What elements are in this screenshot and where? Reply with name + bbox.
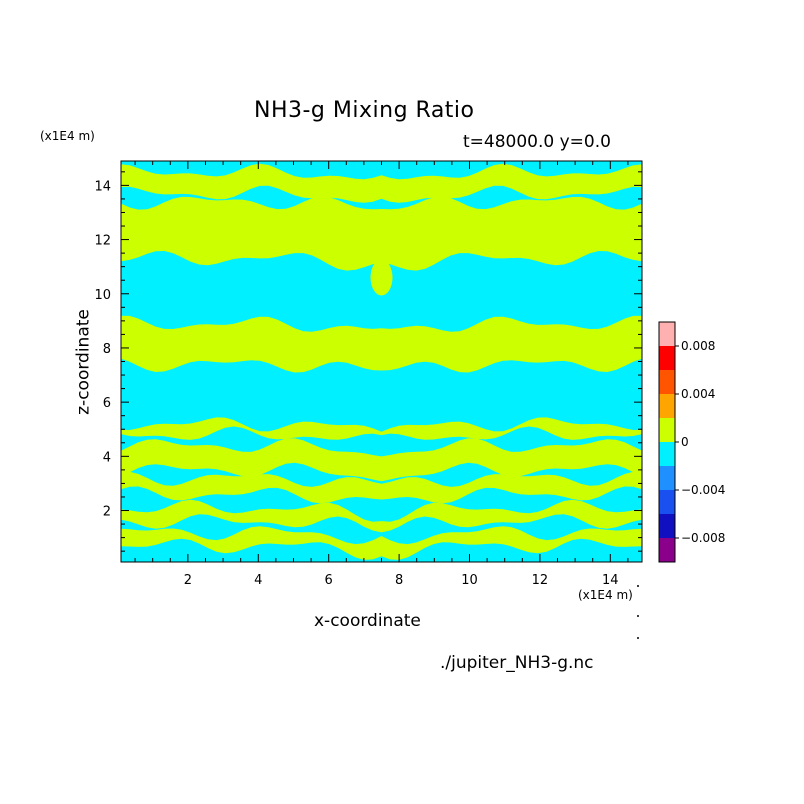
- colorbar-tick-label: −0.004: [681, 483, 725, 497]
- colorbar-segment: [659, 538, 675, 562]
- x-tick-label: 10: [461, 573, 478, 588]
- corner-mark: [637, 637, 639, 639]
- source-filename: ./jupiter_NH3-g.nc: [440, 653, 594, 673]
- x-axis-ticks: 2 4 6 8 10 12 14: [134, 161, 629, 588]
- y-tick-label: 6: [103, 396, 111, 411]
- colorbar-segment: [659, 370, 675, 394]
- contour-field: [121, 161, 642, 562]
- colorbar-segment: [659, 418, 675, 442]
- contour-band-1: [121, 163, 642, 203]
- x-axis-unit: (x1E4 m): [578, 588, 633, 602]
- contour-band-3: [121, 196, 642, 271]
- y-tick-label: 14: [94, 179, 111, 194]
- y-axis-ticks: 2 4 6 8 10 12 14: [94, 171, 642, 552]
- y-axis-unit: (x1E4 m): [40, 129, 95, 143]
- colorbar-segment: [659, 346, 675, 370]
- y-tick-label: 4: [103, 450, 111, 465]
- colorbar-tick-label: 0.004: [681, 387, 715, 401]
- y-tick-label: 12: [94, 234, 111, 249]
- x-axis-label: x-coordinate: [314, 611, 421, 631]
- colorbar-segment: [659, 322, 675, 346]
- colorbar-segment: [659, 466, 675, 490]
- contour-bubble: [370, 259, 393, 296]
- x-tick-label: 12: [532, 573, 549, 588]
- colorbar-tick-label: 0.008: [681, 339, 715, 353]
- colorbar-segment: [659, 514, 675, 538]
- corner-mark: [637, 615, 639, 617]
- y-tick-label: 10: [94, 288, 111, 303]
- x-tick-label: 4: [254, 573, 262, 588]
- x-tick-label: 6: [325, 573, 333, 588]
- x-tick-label: 8: [395, 573, 403, 588]
- contour-band-7: [121, 417, 642, 440]
- chart-title: NH3-g Mixing Ratio: [254, 98, 475, 123]
- axis-corner-marks: [637, 585, 639, 639]
- colorbar: −0.008 −0.004 0 0.004 0.008: [658, 321, 725, 563]
- y-tick-label: 8: [103, 342, 111, 357]
- colorbar-tick-label: 0: [681, 435, 689, 449]
- contour-band-15: [121, 526, 642, 560]
- colorbar-segment: [659, 442, 675, 466]
- colorbar-segment: [659, 394, 675, 418]
- corner-mark: [637, 585, 639, 587]
- colorbar-segment: [659, 490, 675, 514]
- contour-band-13: [121, 499, 642, 533]
- x-tick-label: 14: [602, 573, 619, 588]
- chart-subtitle: t=48000.0 y=0.0: [463, 132, 611, 152]
- contour-band-11: [121, 471, 642, 504]
- contour-band-9: [121, 438, 642, 482]
- contour-band-5: [121, 315, 642, 373]
- x-tick-label: 2: [184, 573, 192, 588]
- colorbar-tick-label: −0.008: [681, 531, 725, 545]
- y-tick-label: 2: [103, 505, 111, 520]
